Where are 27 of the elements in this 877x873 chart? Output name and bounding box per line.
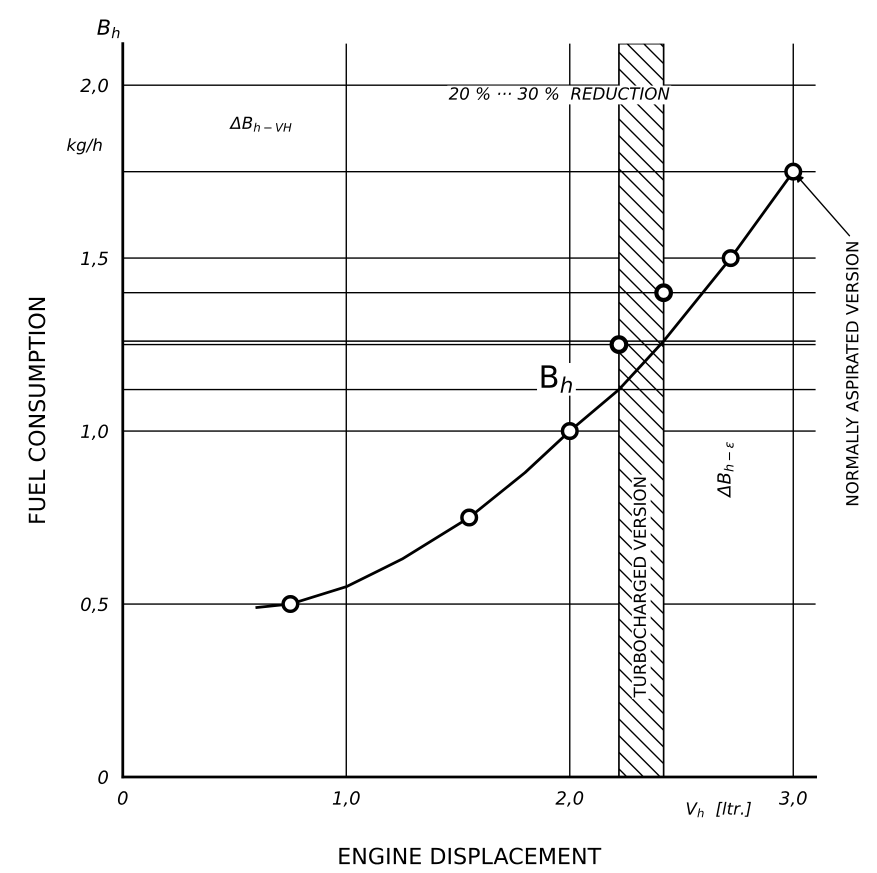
y-tick-label: 0,5	[81, 597, 108, 613]
text: V$_{h}$ [ltr.]	[686, 802, 751, 818]
annotation: 20 % ··· 30 % REDUCTION	[448, 87, 670, 100]
point	[654, 283, 674, 302]
x-tick-label: 1,0	[332, 791, 360, 807]
x-tick-label: 3,0	[778, 791, 807, 807]
annotation: NORMALLY ASPIRATED VERSION	[846, 242, 859, 506]
text: kg/h	[67, 138, 102, 154]
y-tick-label: 1,5	[81, 252, 108, 268]
y-tick-label: 0	[98, 770, 108, 784]
x-tick-label: 0	[118, 791, 128, 805]
annotation: B$_{h}$	[542, 365, 572, 393]
point	[722, 249, 740, 268]
x-axis-title: ENGINE DISPLACEMENT	[339, 848, 602, 864]
band-label: TURBOCHARGED VERSION	[634, 478, 646, 698]
y-tick-label: 1,0	[81, 424, 108, 440]
y-tick-label: 2,0	[80, 78, 108, 94]
point	[610, 335, 628, 354]
annotation: ΔB$_{h−ε}$	[717, 442, 734, 498]
point	[784, 162, 802, 181]
point	[281, 595, 300, 614]
text: B$_{h}$	[97, 20, 120, 38]
point	[560, 422, 579, 440]
point	[460, 508, 478, 527]
y-axis-title: FUEL CONSUMPTION	[28, 298, 46, 523]
annotation: ΔB$_{h−VH}$	[229, 116, 292, 132]
x-tick-label: 2,0	[555, 791, 584, 807]
